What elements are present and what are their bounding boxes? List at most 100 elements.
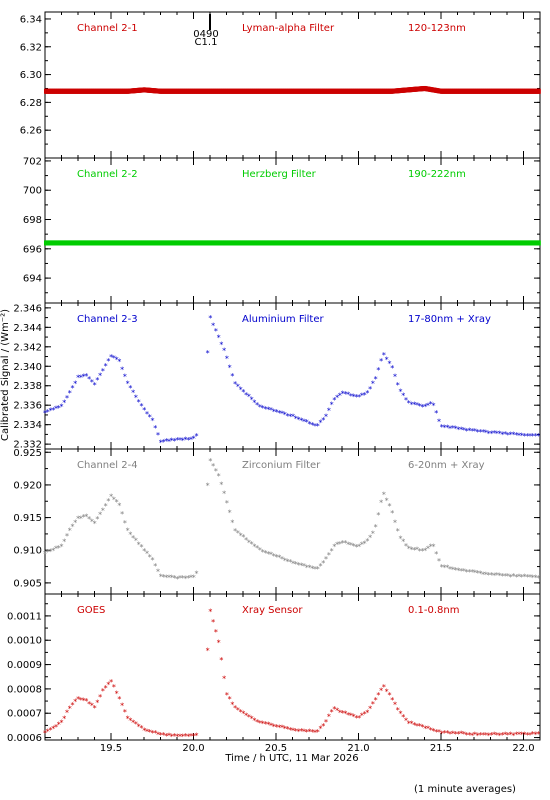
data-point: *: [126, 714, 130, 723]
data-point: *: [393, 372, 397, 381]
data-point: *: [211, 462, 215, 471]
data-point: *: [62, 715, 66, 724]
data-point: *: [409, 401, 413, 410]
data-point: *: [90, 701, 94, 710]
data-point: *: [57, 721, 61, 730]
data-point: *: [241, 709, 245, 718]
data-point: *: [476, 428, 480, 437]
data-point: *: [225, 354, 229, 363]
data-point: *: [437, 557, 441, 566]
data-point: *: [401, 713, 405, 722]
data-point: *: [522, 573, 526, 582]
data-point: *: [415, 401, 419, 410]
data-point: *: [531, 730, 535, 739]
data-point: *: [393, 518, 397, 527]
data-point: *: [98, 511, 102, 520]
data-point: *: [517, 432, 521, 441]
data-point: *: [404, 396, 408, 405]
data-point: *: [148, 728, 152, 737]
data-point: *: [341, 709, 345, 718]
data-point: *: [305, 564, 309, 573]
data-point: *: [87, 700, 91, 709]
data-point: *: [503, 430, 507, 439]
panel-label-band: 0.1-0.8nm: [408, 605, 460, 616]
data-point: *: [68, 526, 72, 535]
data-point: *: [206, 481, 210, 490]
data-point: *: [123, 519, 127, 528]
data-point: *: [418, 402, 422, 411]
data-point: *: [514, 431, 518, 440]
y-tick-label: 2.346: [13, 303, 42, 314]
data-point: *: [437, 728, 441, 737]
panel-label-channel: GOES: [77, 605, 105, 616]
data-point: *: [258, 403, 262, 412]
data-point: *: [343, 390, 347, 399]
panel-label-band: 120-123nm: [408, 23, 466, 34]
data-point: *: [156, 731, 160, 740]
data-point: *: [462, 426, 466, 435]
data-point: *: [478, 731, 482, 740]
data-point: *: [164, 437, 168, 446]
y-tick-label: 6.28: [20, 98, 42, 109]
data-point: *: [462, 730, 466, 739]
data-point: *: [520, 432, 524, 441]
data-point: *: [43, 409, 47, 418]
data-point: *: [269, 551, 273, 560]
panel-3: 2.346 2.344 2.342 2.340 2.338 2.336 2.334 2.332…: [13, 302, 541, 451]
data-point: *: [250, 396, 254, 405]
data-point: *: [319, 562, 323, 571]
data-point: *: [186, 436, 190, 445]
data-point: *: [62, 398, 66, 407]
data-point: *: [189, 732, 193, 741]
data-point: *: [131, 388, 135, 397]
data-point: *: [170, 437, 174, 446]
data-point: *: [181, 436, 185, 445]
y-tick-label: 6.26: [20, 126, 42, 137]
data-point: *: [310, 728, 314, 737]
data-point: *: [440, 423, 444, 432]
y-tick-label: 698: [23, 215, 42, 226]
data-point: *: [60, 403, 64, 412]
data-point: *: [448, 730, 452, 739]
data-point: *: [429, 400, 433, 409]
data-point: *: [214, 628, 218, 637]
data-point: *: [357, 393, 361, 402]
panel-label-filter: Aluminium Filter: [242, 314, 325, 325]
data-point: *: [500, 572, 504, 581]
data-point: *: [148, 553, 152, 562]
panel-label-channel: Channel 2-1: [77, 23, 138, 34]
data-point: *: [206, 349, 210, 358]
data-point: *: [219, 480, 223, 489]
data-point: *: [123, 708, 127, 717]
data-point: *: [327, 551, 331, 560]
y-tick-label: 6.34: [20, 14, 42, 25]
data-point: *: [467, 426, 471, 435]
data-point: *: [396, 527, 400, 536]
data-point: *: [360, 541, 364, 550]
data-point: *: [456, 426, 460, 435]
data-point: *: [506, 572, 510, 581]
data-point: *: [473, 569, 477, 578]
x-tick-label: 21.5: [430, 743, 452, 754]
data-point: *: [528, 432, 532, 441]
data-point: *: [186, 574, 190, 583]
data-point: *: [376, 511, 380, 520]
data-point: *: [319, 724, 323, 733]
data-point: *: [421, 547, 425, 556]
data-point: *: [324, 412, 328, 421]
data-point: *: [150, 556, 154, 565]
data-point: *: [454, 425, 458, 434]
data-point: *: [208, 608, 212, 617]
data-point: *: [217, 638, 221, 647]
data-point: *: [308, 563, 312, 572]
data-point: *: [112, 683, 116, 692]
data-point: *: [261, 548, 265, 557]
data-point: *: [349, 541, 353, 550]
data-point: *: [51, 724, 55, 733]
data-point: *: [398, 710, 402, 719]
data-point: *: [426, 725, 430, 734]
y-tick-label: 2.332: [13, 440, 42, 451]
data-point: *: [49, 547, 53, 556]
panel-4: 0.925 0.920 0.915 0.910 0.905 Channel 2-4 Zirc…: [13, 448, 541, 595]
data-point: *: [338, 708, 342, 717]
